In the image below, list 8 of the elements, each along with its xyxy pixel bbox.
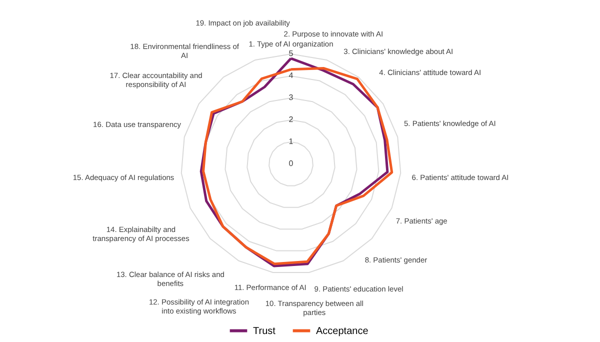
- legend-label: Acceptance: [316, 326, 369, 337]
- y-tick-label: 2: [288, 115, 294, 124]
- y-tick-label: 4: [288, 71, 294, 80]
- legend-label: Trust: [253, 326, 276, 337]
- y-tick-label: 1: [288, 137, 294, 146]
- y-tick-label: 3: [288, 93, 294, 102]
- y-tick-label: 0: [288, 159, 294, 168]
- y-tick-label: 5: [288, 49, 294, 58]
